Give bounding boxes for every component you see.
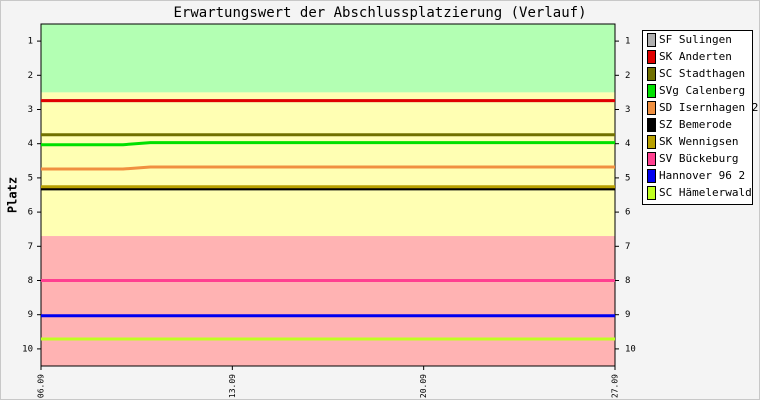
y-tick-label: 5 [28,173,33,183]
legend-label: SVg Calenberg [659,84,745,97]
y-tick-label: 8 [28,276,33,286]
y-tick-label: 10 [22,344,33,354]
legend-swatch [647,67,656,81]
legend-swatch [647,50,656,64]
y-tick-label-right: 9 [625,310,630,320]
y-tick-label-right: 7 [625,242,630,252]
y-tick-label-right: 6 [625,208,630,218]
zone [41,236,615,366]
legend-label: SV Bückeburg [659,152,738,165]
legend-label: Hannover 96 2 [659,169,745,182]
legend-label: SD Isernhagen 2 [659,101,758,114]
x-tick-label: 13.09 [228,374,237,398]
y-tick-label-right: 8 [625,276,630,286]
y-tick-label-right: 3 [625,105,630,115]
x-tick-label: 27.09 [611,374,620,398]
series-line [41,141,615,147]
y-tick-label: 2 [28,71,33,81]
legend-swatch [647,33,656,47]
plot-border [40,23,616,367]
series-line [41,165,615,171]
x-tick-label: 20.09 [419,374,428,398]
legend-swatch [647,101,656,115]
legend-swatch [647,152,656,166]
legend-label: SF Sulingen [659,33,732,46]
zone [41,92,615,237]
y-tick-label-right: 2 [625,71,630,81]
y-tick-label-right: 5 [625,173,630,183]
legend-swatch [647,169,656,183]
y-axis-label: Platz [6,177,20,213]
legend-label: SC Hämelerwald [659,186,752,199]
legend-label: SK Anderten [659,50,732,63]
y-tick-label-right: 1 [625,37,630,47]
y-tick-label: 3 [28,105,33,115]
y-tick-label: 1 [28,37,33,47]
legend-swatch [647,186,656,200]
legend-box [642,30,753,205]
legend-swatch [647,84,656,98]
legend-label: SZ Bemerode [659,118,732,131]
y-tick-label: 9 [28,310,33,320]
y-tick-label: 6 [28,208,33,218]
x-tick-label: 06.09 [37,374,46,398]
legend-swatch [647,118,656,132]
y-tick-label-right: 4 [625,139,630,149]
legend-label: SK Wennigsen [659,135,738,148]
y-tick-label-right: 10 [625,344,636,354]
chart-title: Erwartungswert der Abschlussplatzierung … [173,5,586,21]
legend-swatch [647,135,656,149]
y-tick-label: 7 [28,242,33,252]
y-tick-label: 4 [28,139,33,149]
zone [41,24,615,93]
legend-label: SC Stadthagen [659,67,745,80]
